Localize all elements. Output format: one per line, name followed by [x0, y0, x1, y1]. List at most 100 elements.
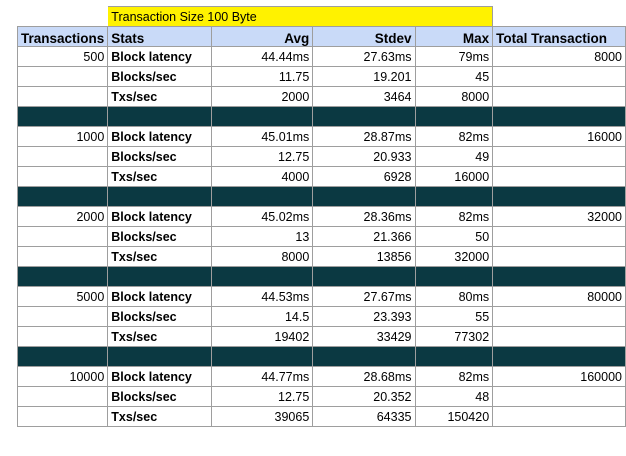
avg-cell[interactable]: 8000	[210, 246, 314, 267]
total-transaction-cell[interactable]	[492, 86, 626, 107]
separator-cell[interactable]	[492, 346, 626, 367]
stdev-cell[interactable]: 28.87ms	[312, 126, 416, 147]
avg-cell[interactable]: 44.53ms	[210, 286, 314, 307]
total-transaction-cell[interactable]	[492, 306, 626, 327]
stat-name-cell[interactable]: Txs/sec	[107, 246, 212, 267]
total-transaction-cell[interactable]: 32000	[492, 206, 626, 227]
header-stats[interactable]: Stats	[107, 26, 212, 47]
transactions-cell[interactable]	[16, 226, 109, 247]
stat-name-cell[interactable]: Txs/sec	[107, 326, 212, 347]
separator-cell[interactable]	[107, 346, 212, 367]
separator-cell[interactable]	[16, 266, 109, 287]
max-cell[interactable]: 8000	[414, 86, 494, 107]
avg-cell[interactable]: 45.02ms	[210, 206, 314, 227]
max-cell[interactable]: 48	[414, 386, 494, 407]
max-cell[interactable]: 55	[414, 306, 494, 327]
separator-cell[interactable]	[210, 266, 314, 287]
separator-cell[interactable]	[414, 186, 494, 207]
total-transaction-cell[interactable]	[492, 386, 626, 407]
header-max[interactable]: Max	[414, 26, 494, 47]
total-transaction-cell[interactable]: 8000	[492, 46, 626, 67]
total-transaction-cell[interactable]	[492, 326, 626, 347]
stat-name-cell[interactable]: Blocks/sec	[107, 146, 212, 167]
transactions-cell[interactable]	[16, 386, 109, 407]
transactions-cell[interactable]	[16, 66, 109, 87]
stdev-cell[interactable]: 28.68ms	[312, 366, 416, 387]
avg-cell[interactable]: 19402	[210, 326, 314, 347]
max-cell[interactable]: 50	[414, 226, 494, 247]
separator-cell[interactable]	[16, 106, 109, 127]
stdev-cell[interactable]: 27.63ms	[312, 46, 416, 67]
max-cell[interactable]: 32000	[414, 246, 494, 267]
stat-name-cell[interactable]: Txs/sec	[107, 86, 212, 107]
transactions-cell[interactable]: 5000	[16, 286, 109, 307]
total-transaction-cell[interactable]	[492, 146, 626, 167]
avg-cell[interactable]: 44.77ms	[210, 366, 314, 387]
stdev-cell[interactable]: 27.67ms	[312, 286, 416, 307]
max-cell[interactable]: 150420	[414, 406, 494, 427]
stdev-cell[interactable]: 19.201	[312, 66, 416, 87]
separator-cell[interactable]	[107, 186, 212, 207]
separator-cell[interactable]	[414, 266, 494, 287]
blank-cell[interactable]	[492, 6, 626, 27]
transactions-cell[interactable]: 1000	[16, 126, 109, 147]
stat-name-cell[interactable]: Block latency	[107, 126, 212, 147]
max-cell[interactable]: 82ms	[414, 366, 494, 387]
avg-cell[interactable]: 39065	[210, 406, 314, 427]
stat-name-cell[interactable]: Blocks/sec	[107, 306, 212, 327]
avg-cell[interactable]: 14.5	[210, 306, 314, 327]
stat-name-cell[interactable]: Blocks/sec	[107, 66, 212, 87]
total-transaction-cell[interactable]	[492, 246, 626, 267]
avg-cell[interactable]: 4000	[210, 166, 314, 187]
table-title-cell[interactable]: Transaction Size 100 Byte	[107, 6, 494, 27]
separator-cell[interactable]	[210, 186, 314, 207]
separator-cell[interactable]	[107, 266, 212, 287]
transactions-cell[interactable]: 500	[16, 46, 109, 67]
separator-cell[interactable]	[312, 266, 416, 287]
stdev-cell[interactable]: 3464	[312, 86, 416, 107]
stat-name-cell[interactable]: Block latency	[107, 286, 212, 307]
stdev-cell[interactable]: 13856	[312, 246, 416, 267]
stdev-cell[interactable]: 33429	[312, 326, 416, 347]
transactions-cell[interactable]	[16, 306, 109, 327]
stat-name-cell[interactable]: Block latency	[107, 206, 212, 227]
avg-cell[interactable]: 2000	[210, 86, 314, 107]
avg-cell[interactable]: 12.75	[210, 386, 314, 407]
stdev-cell[interactable]: 6928	[312, 166, 416, 187]
separator-cell[interactable]	[492, 186, 626, 207]
total-transaction-cell[interactable]: 80000	[492, 286, 626, 307]
stdev-cell[interactable]: 20.933	[312, 146, 416, 167]
max-cell[interactable]: 79ms	[414, 46, 494, 67]
separator-cell[interactable]	[312, 186, 416, 207]
separator-cell[interactable]	[107, 106, 212, 127]
transactions-cell[interactable]	[16, 406, 109, 427]
total-transaction-cell[interactable]	[492, 66, 626, 87]
max-cell[interactable]: 45	[414, 66, 494, 87]
transactions-cell[interactable]: 2000	[16, 206, 109, 227]
total-transaction-cell[interactable]	[492, 166, 626, 187]
separator-cell[interactable]	[210, 346, 314, 367]
stdev-cell[interactable]: 21.366	[312, 226, 416, 247]
stat-name-cell[interactable]: Txs/sec	[107, 166, 212, 187]
separator-cell[interactable]	[16, 346, 109, 367]
stdev-cell[interactable]: 28.36ms	[312, 206, 416, 227]
avg-cell[interactable]: 12.75	[210, 146, 314, 167]
avg-cell[interactable]: 44.44ms	[210, 46, 314, 67]
stat-name-cell[interactable]: Txs/sec	[107, 406, 212, 427]
separator-cell[interactable]	[312, 106, 416, 127]
transactions-cell[interactable]: 10000	[16, 366, 109, 387]
header-avg[interactable]: Avg	[210, 26, 314, 47]
avg-cell[interactable]: 45.01ms	[210, 126, 314, 147]
max-cell[interactable]: 49	[414, 146, 494, 167]
max-cell[interactable]: 82ms	[414, 206, 494, 227]
stat-name-cell[interactable]: Block latency	[107, 46, 212, 67]
separator-cell[interactable]	[312, 346, 416, 367]
header-stdev[interactable]: Stdev	[312, 26, 416, 47]
header-total-transaction[interactable]: Total Transaction	[492, 26, 626, 47]
transactions-cell[interactable]	[16, 166, 109, 187]
max-cell[interactable]: 16000	[414, 166, 494, 187]
separator-cell[interactable]	[414, 106, 494, 127]
header-transactions[interactable]: Transactions	[16, 26, 109, 47]
stat-name-cell[interactable]: Blocks/sec	[107, 386, 212, 407]
separator-cell[interactable]	[492, 106, 626, 127]
